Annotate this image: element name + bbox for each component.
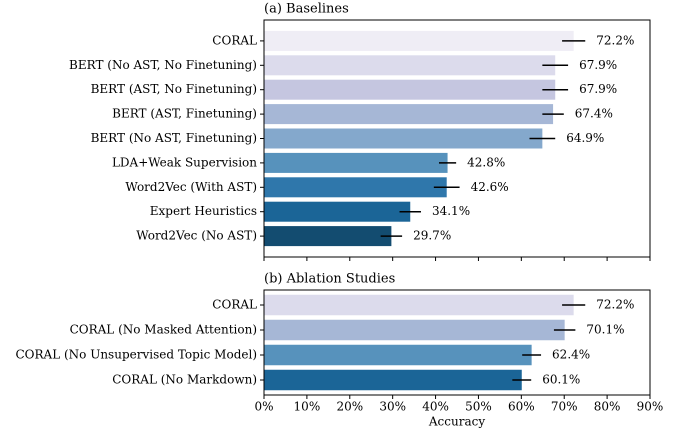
y-tick-label: LDA+Weak Supervision xyxy=(112,155,257,169)
y-tick-label: CORAL xyxy=(212,298,257,312)
panel-title: (a) Baselines xyxy=(264,2,349,17)
x-tick-label: 80% xyxy=(594,400,621,414)
y-tick-label: CORAL xyxy=(212,33,257,47)
y-tick-label: CORAL (No Markdown) xyxy=(112,373,257,387)
bar xyxy=(264,226,392,247)
x-tick-label: 50% xyxy=(465,400,492,414)
y-tick-label: Word2Vec (With AST) xyxy=(125,180,257,194)
x-tick-label: 0% xyxy=(254,400,273,414)
y-tick-label: Expert Heuristics xyxy=(150,204,257,218)
bar xyxy=(264,152,448,173)
value-label: 67.9% xyxy=(579,58,617,72)
x-tick-label: 90% xyxy=(637,400,664,414)
bar xyxy=(264,369,522,391)
bar xyxy=(264,79,556,100)
value-label: 62.4% xyxy=(552,348,590,362)
y-tick-label: CORAL (No Masked Attention) xyxy=(70,323,257,337)
y-tick-label: BERT (AST, Finetuning) xyxy=(112,107,257,121)
axes-frame xyxy=(263,19,651,258)
y-tick-label: CORAL (No Unsupervised Topic Model) xyxy=(15,348,257,362)
value-label: 67.9% xyxy=(579,82,617,96)
bar xyxy=(264,294,574,316)
bar xyxy=(264,30,574,51)
value-label: 64.9% xyxy=(566,131,604,145)
value-label: 34.1% xyxy=(432,204,470,218)
bar xyxy=(264,201,411,222)
y-tick-label: BERT (AST, No Finetuning) xyxy=(91,82,257,96)
value-label: 60.1% xyxy=(542,373,580,387)
y-tick-label: BERT (No AST, Finetuning) xyxy=(91,131,257,145)
value-label: 72.2% xyxy=(596,33,634,47)
bar xyxy=(264,55,556,76)
x-tick-label: 10% xyxy=(294,400,321,414)
x-tick-label: 70% xyxy=(551,400,578,414)
value-label: 42.6% xyxy=(471,180,509,194)
value-label: 42.8% xyxy=(467,155,505,169)
bar xyxy=(264,177,447,198)
bar xyxy=(264,128,543,149)
value-label: 72.2% xyxy=(596,298,634,312)
x-tick-label: 40% xyxy=(422,400,449,414)
x-axis-label: Accuracy xyxy=(428,415,485,429)
bar xyxy=(264,319,565,341)
bar xyxy=(264,104,554,125)
axes-frame xyxy=(263,289,651,396)
value-label: 70.1% xyxy=(586,323,624,337)
x-tick-label: 20% xyxy=(336,400,363,414)
panel-title: (b) Ablation Studies xyxy=(264,272,395,287)
value-label: 29.7% xyxy=(413,229,451,243)
value-label: 67.4% xyxy=(575,107,613,121)
x-tick-label: 60% xyxy=(508,400,535,414)
y-tick-label: BERT (No AST, No Finetuning) xyxy=(69,58,257,72)
x-tick-label: 30% xyxy=(379,400,406,414)
bar xyxy=(264,344,532,366)
y-tick-label: Word2Vec (No AST) xyxy=(136,229,257,243)
